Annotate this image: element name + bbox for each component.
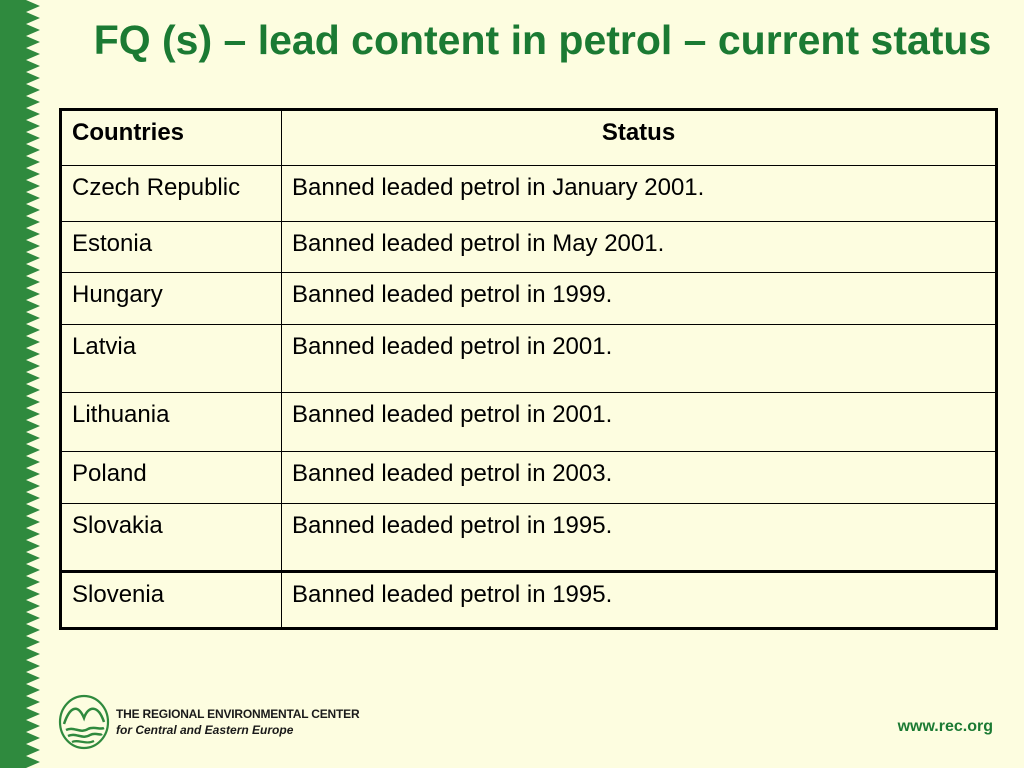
country-cell: Estonia (60, 221, 282, 273)
status-table: Countries Status Czech Republic Banned l… (59, 108, 998, 630)
org-name: THE REGIONAL ENVIRONMENTAL CENTER (116, 707, 360, 721)
org-subtitle: for Central and Eastern Europe (116, 723, 294, 737)
table-row: Slovenia Banned leaded petrol in 1995. (60, 570, 997, 629)
table-row: Lithuania Banned leaded petrol in 2001. (60, 392, 997, 452)
table-header-row: Countries Status (60, 109, 997, 166)
status-table-container: Countries Status Czech Republic Banned l… (59, 108, 998, 630)
status-cell: Banned leaded petrol in 2003. (281, 451, 997, 504)
decorative-side-strip (0, 0, 40, 768)
country-cell: Poland (60, 451, 282, 504)
slide-title: FQ (s) – lead content in petrol – curren… (93, 17, 992, 63)
country-cell: Latvia (60, 324, 282, 393)
header-status: Status (281, 109, 997, 166)
status-cell: Banned leaded petrol in 1999. (281, 272, 997, 325)
table-row: Czech Republic Banned leaded petrol in J… (60, 165, 997, 222)
country-cell: Slovenia (60, 570, 282, 629)
table-row: Latvia Banned leaded petrol in 2001. (60, 324, 997, 393)
status-cell: Banned leaded petrol in January 2001. (281, 165, 997, 222)
table-row: Slovakia Banned leaded petrol in 1995. (60, 503, 997, 572)
table-row: Poland Banned leaded petrol in 2003. (60, 451, 997, 504)
table-row: Hungary Banned leaded petrol in 1999. (60, 272, 997, 325)
country-cell: Slovakia (60, 503, 282, 572)
logo-text: THE REGIONAL ENVIRONMENTAL CENTER for Ce… (116, 706, 360, 738)
header-countries: Countries (60, 109, 282, 166)
status-cell: Banned leaded petrol in 1995. (281, 570, 997, 629)
table-row: Estonia Banned leaded petrol in May 2001… (60, 221, 997, 273)
status-cell: Banned leaded petrol in 1995. (281, 503, 997, 572)
country-cell: Czech Republic (60, 165, 282, 222)
status-cell: Banned leaded petrol in May 2001. (281, 221, 997, 273)
country-cell: Hungary (60, 272, 282, 325)
country-cell: Lithuania (60, 392, 282, 452)
status-cell: Banned leaded petrol in 2001. (281, 392, 997, 452)
rec-logo: THE REGIONAL ENVIRONMENTAL CENTER for Ce… (58, 694, 360, 750)
rec-logo-icon (58, 694, 110, 750)
website-link[interactable]: www.rec.org (897, 718, 993, 735)
status-cell: Banned leaded petrol in 2001. (281, 324, 997, 393)
